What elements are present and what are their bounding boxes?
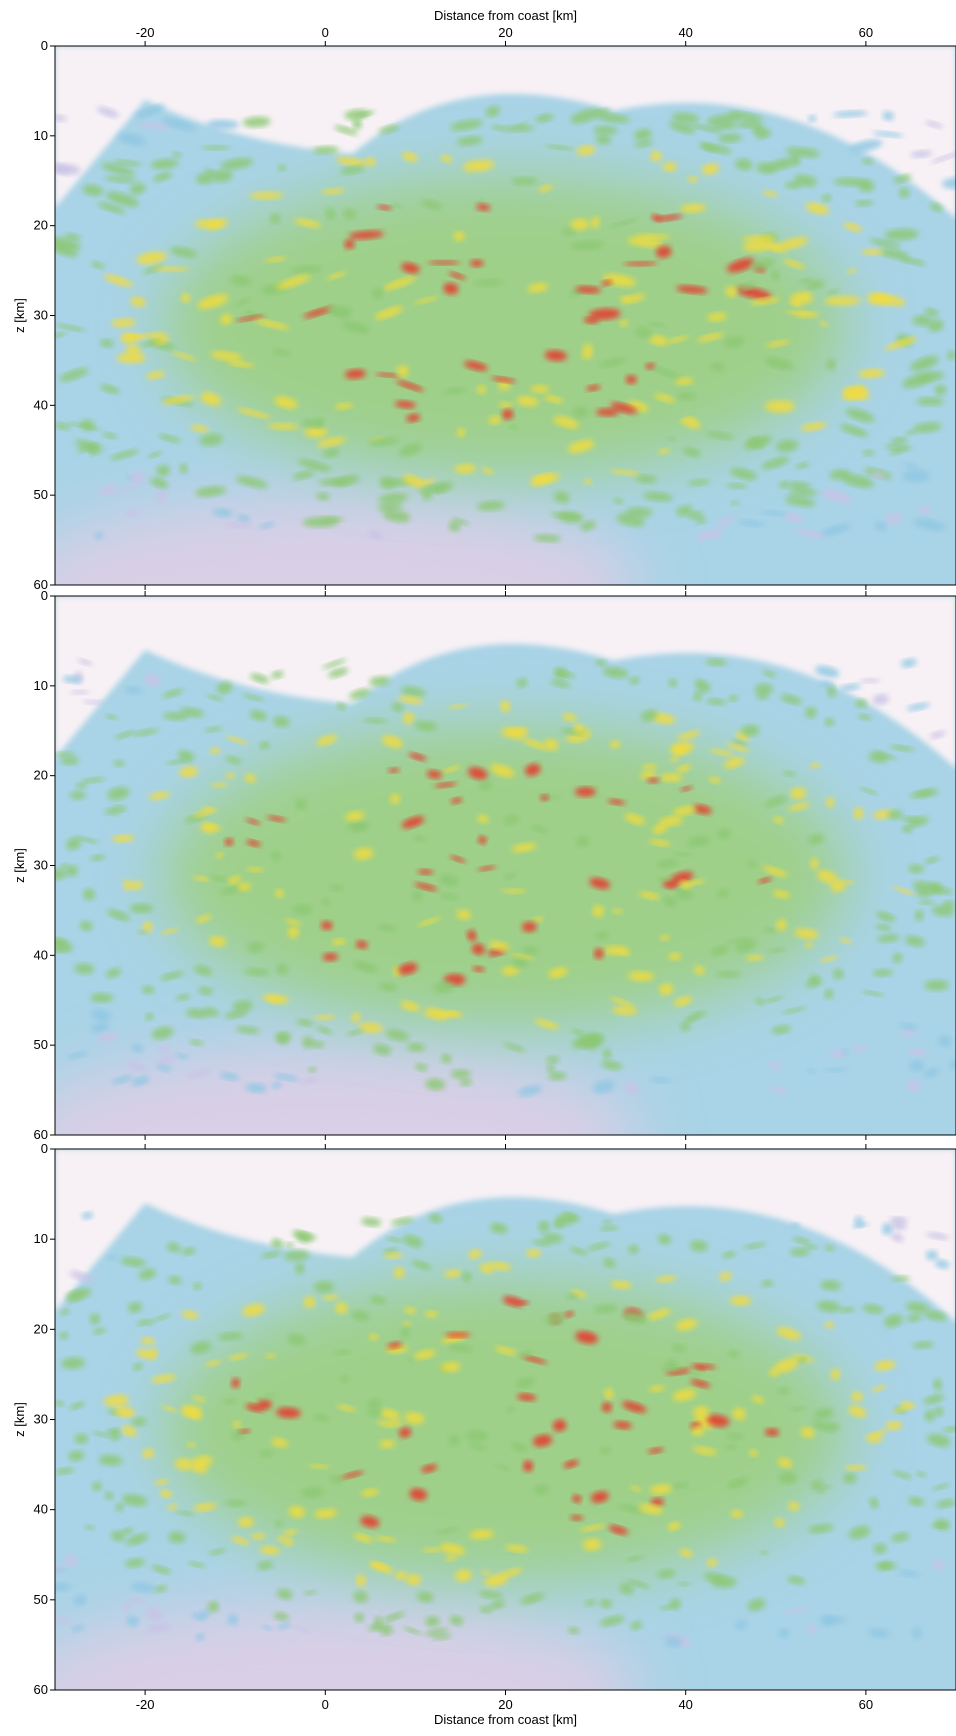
y-tick-label: 40 xyxy=(34,397,48,412)
y-tick-label: 20 xyxy=(34,1321,48,1336)
image-streak xyxy=(668,953,681,961)
x-tick-label: 20 xyxy=(498,1697,512,1712)
y-tick-label: 30 xyxy=(34,308,48,323)
image-core xyxy=(163,1279,848,1582)
y-tick-label: 20 xyxy=(34,218,48,233)
x-tick-label: -20 xyxy=(136,25,155,40)
y-tick-label: 0 xyxy=(41,1141,48,1156)
y-tick-label: 10 xyxy=(34,1231,48,1246)
y-tick-label: 60 xyxy=(34,1682,48,1697)
y-tick-label: 10 xyxy=(34,128,48,143)
y-tick-label: 60 xyxy=(34,1127,48,1142)
image-streak xyxy=(428,260,460,264)
x-tick-label: -20 xyxy=(136,1697,155,1712)
y-tick-label: 50 xyxy=(34,1592,48,1607)
x-tick-label: 0 xyxy=(322,1697,329,1712)
x-tick-label: 0 xyxy=(322,25,329,40)
image-streak xyxy=(531,385,549,393)
image-streak xyxy=(678,1582,690,1586)
y-tick-label: 40 xyxy=(34,947,48,962)
y-tick-label: 20 xyxy=(34,768,48,783)
y-axis-label: z [km] xyxy=(12,298,27,333)
x-tick-label: 60 xyxy=(859,25,873,40)
y-tick-label: 30 xyxy=(34,858,48,873)
y-axis-label: z [km] xyxy=(12,848,27,883)
x-tick-label: 40 xyxy=(678,25,692,40)
image-texture xyxy=(10,46,956,671)
y-tick-label: 0 xyxy=(41,588,48,603)
image-texture xyxy=(10,1149,956,1731)
y-axis-label: z [km] xyxy=(12,1402,27,1437)
y-tick-label: 10 xyxy=(34,678,48,693)
figure: 0 10 20 30 40 50 60 z [km] -20 0 20 40 60 Distance fr… xyxy=(0,0,956,1731)
x-tick-label: 40 xyxy=(678,1697,692,1712)
image-streak xyxy=(354,1613,364,1622)
image-texture xyxy=(10,596,956,1221)
y-tick-label: 40 xyxy=(34,1502,48,1517)
x-tick-label: 60 xyxy=(859,1697,873,1712)
x-axis-label: Distance from coast [km] xyxy=(434,1712,577,1727)
x-axis-label: Distance from coast [km] xyxy=(434,8,577,23)
y-tick-label: 30 xyxy=(34,1412,48,1427)
x-tick-label: 20 xyxy=(498,25,512,40)
image-streak xyxy=(755,684,773,696)
image-core xyxy=(163,175,848,477)
y-tick-label: 50 xyxy=(34,1037,48,1052)
image-streak xyxy=(917,397,944,405)
page: {"chart_data": [ {"type": "heatmap", "xl… xyxy=(0,0,956,1731)
y-tick-label: 0 xyxy=(41,38,48,53)
y-tick-label: 50 xyxy=(34,487,48,502)
